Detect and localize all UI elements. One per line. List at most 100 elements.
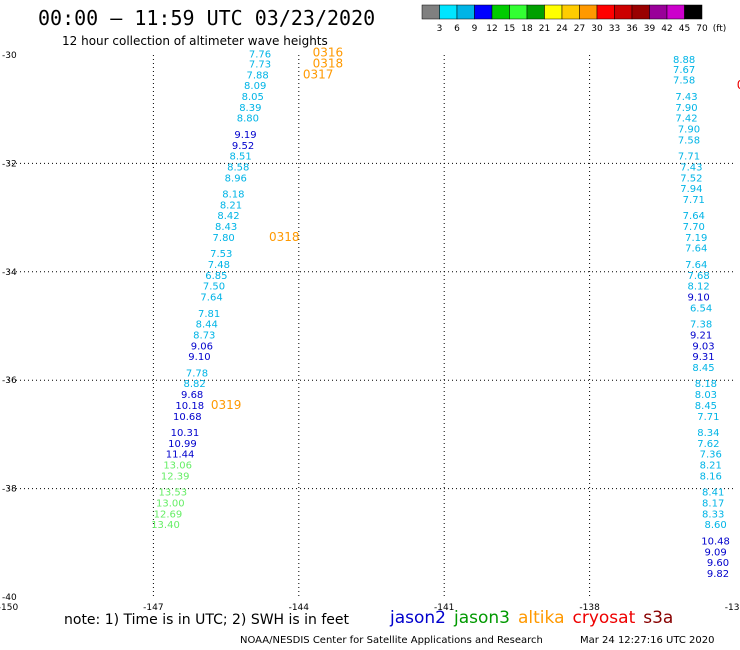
y-tick-label: -30	[2, 51, 17, 61]
wave-height-value: 7.64	[685, 260, 707, 271]
scale-label: 30	[591, 24, 603, 34]
satellite-legend-item: jason3	[454, 608, 510, 628]
wave-height-value: 8.42	[217, 211, 239, 222]
satellite-legend-item: s3a	[643, 608, 674, 628]
wave-height-value: 8.17	[702, 498, 724, 509]
scale-label: 9	[472, 24, 478, 34]
wave-height-value: 7.71	[697, 412, 719, 423]
satellite-legend: jason2 jason3 altika cryosat s3a	[390, 608, 681, 628]
y-tick-label: -38	[2, 485, 17, 495]
scale-swatch	[474, 4, 493, 20]
axis-ticks: -150 -147 -144 -141 -138 -135 -30 -32 -34 -36 -38 -…	[0, 51, 740, 613]
footer-credit: NOAA/NESDIS Center for Satellite Applica…	[240, 635, 543, 646]
pass-time-label: 0319	[211, 398, 242, 412]
pass-time-label: 0316	[313, 46, 344, 60]
wave-height-value: 9.03	[692, 341, 714, 352]
wave-height-value: 9.82	[707, 569, 729, 580]
y-tick-label: -32	[2, 159, 17, 169]
scale-swatch	[614, 4, 633, 20]
scale-swatch	[439, 4, 458, 20]
wave-height-value: 7.90	[675, 103, 697, 114]
scale-swatch	[421, 4, 440, 20]
wave-height-value: 8.18	[695, 379, 717, 390]
scale-swatch	[579, 4, 598, 20]
wave-height-value: 8.45	[695, 401, 717, 412]
wave-height-value: 7.36	[700, 450, 722, 461]
wave-height-value: 7.73	[249, 59, 271, 70]
satellite-legend-item: jason2	[390, 608, 446, 628]
wave-height-value: 7.50	[203, 282, 225, 293]
wave-height-value: 8.45	[692, 363, 714, 374]
scale-swatch	[684, 4, 703, 20]
x-tick-label: -141	[434, 603, 454, 613]
wave-height-value: 10.48	[701, 536, 730, 547]
wave-height-value: 7.70	[683, 222, 705, 233]
wave-height-value: 7.48	[208, 260, 230, 271]
wave-height-value: 7.71	[678, 152, 700, 163]
scale-swatch	[596, 4, 615, 20]
wave-height-value: 8.41	[702, 488, 724, 499]
scale-label: 42	[661, 24, 672, 34]
wave-height-value: 10.18	[175, 401, 204, 412]
scale-label: 15	[504, 24, 515, 34]
footer-note: note: 1) Time is in UTC; 2) SWH is in fe…	[64, 612, 350, 628]
time-labels: 03160318031703180319025602560255025020	[211, 46, 740, 412]
wave-height-value: 11.44	[166, 450, 195, 461]
wave-height-value: 7.94	[680, 184, 702, 195]
x-tick-label: -144	[289, 603, 310, 613]
wave-height-value: 9.09	[704, 547, 726, 558]
wave-height-value: 9.60	[707, 558, 729, 569]
wave-height-value: 8.88	[673, 55, 695, 66]
wave-height-value: 7.58	[673, 76, 695, 87]
wave-height-value: 7.52	[680, 173, 702, 184]
wave-height-value: 13.06	[163, 461, 192, 472]
pass-time-label: 0317	[303, 67, 334, 81]
wave-height-value: 8.73	[193, 330, 215, 341]
x-tick-label: -135	[725, 603, 740, 613]
wave-height-value: 7.43	[680, 162, 702, 173]
pass-time-label: 0318	[313, 56, 344, 70]
wave-height-value: 8.44	[196, 320, 218, 331]
wave-height-value: 7.42	[675, 114, 697, 125]
scale-label: 6	[454, 24, 460, 34]
wave-height-value: 8.33	[702, 509, 724, 520]
x-tick-label: -147	[143, 603, 163, 613]
y-tick-label: -36	[2, 376, 17, 386]
pass-time-label: 0318	[269, 230, 300, 244]
wave-height-value: 13.53	[158, 488, 187, 499]
scale-swatch	[544, 4, 563, 20]
wave-height-value: 7.68	[688, 271, 710, 282]
chart-title: 00:00 – 11:59 UTC 03/23/2020	[38, 6, 376, 30]
wave-height-value: 8.82	[183, 379, 205, 390]
wave-height-value: 7.62	[697, 439, 719, 450]
wave-height-value: 7.67	[673, 65, 695, 76]
wave-height-value: 7.64	[200, 293, 222, 304]
wave-height-value: 7.43	[675, 92, 697, 103]
wave-height-value: 7.58	[678, 135, 700, 146]
scale-label: 12	[486, 24, 497, 34]
wave-height-value: 8.43	[215, 222, 237, 233]
wave-height-value: 9.68	[181, 390, 203, 401]
wave-height-value: 9.52	[232, 141, 254, 152]
wave-height-value: 8.34	[697, 428, 719, 439]
scale-label: 3	[437, 24, 443, 34]
y-tick-label: -40	[2, 593, 17, 603]
scale-label: (ft)	[713, 24, 727, 34]
satellite-legend-item: altika	[518, 608, 565, 628]
wave-height-value: 8.58	[227, 162, 249, 173]
wave-height-value: 12.39	[161, 471, 190, 482]
wave-height-value: 10.99	[168, 439, 197, 450]
wave-height-value: 6.54	[690, 303, 712, 314]
satellite-legend-item: cryosat	[572, 608, 636, 628]
scale-label: 18	[521, 24, 533, 34]
footer-timestamp: Mar 24 12:27:16 UTC 2020	[580, 635, 715, 646]
wave-height-value: 9.19	[234, 130, 256, 141]
wave-height-value: 13.40	[151, 520, 180, 531]
wave-height-value: 7.53	[210, 249, 232, 260]
chart-grid	[8, 55, 735, 597]
x-tick-label: -138	[579, 603, 600, 613]
scale-label: 39	[644, 24, 656, 34]
scale-swatch	[649, 4, 668, 20]
wave-height-value: 8.16	[700, 471, 722, 482]
